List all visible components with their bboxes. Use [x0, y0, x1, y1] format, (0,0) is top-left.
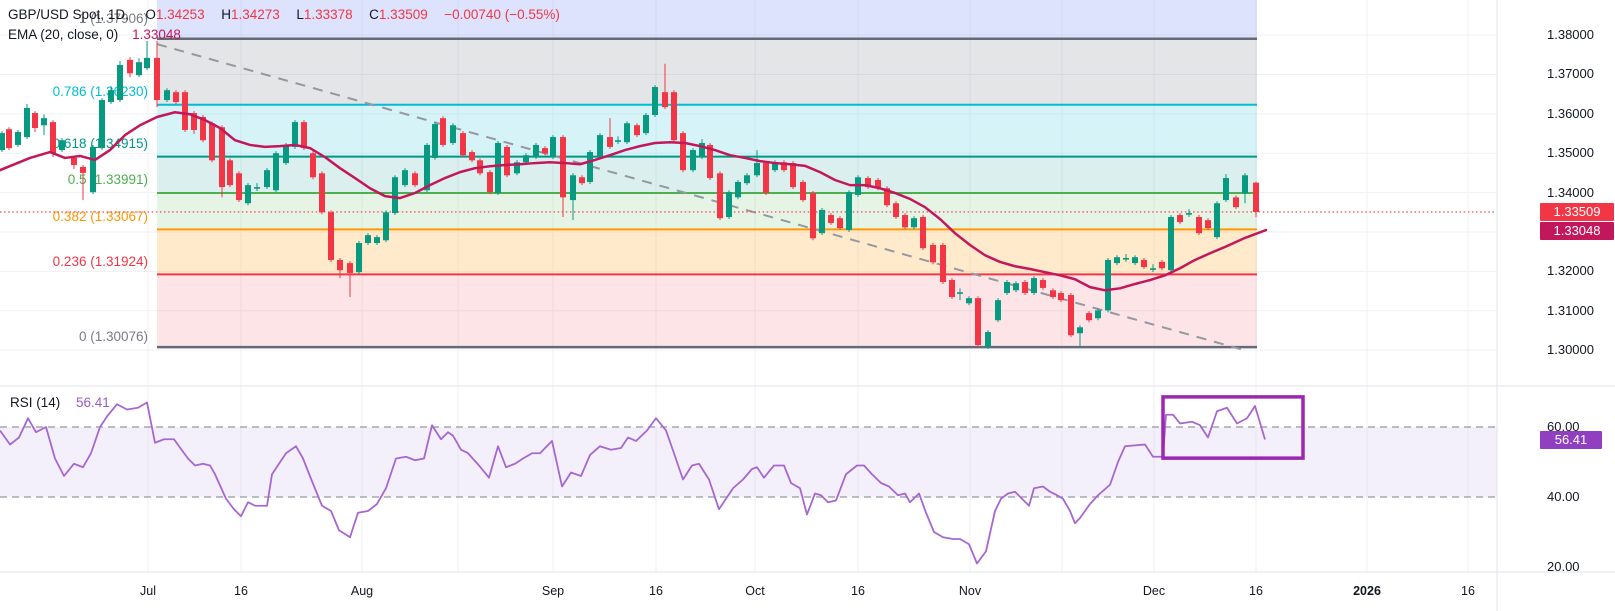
- ohlc-close-value: 1.33509: [378, 7, 428, 22]
- ohlc-high-label: H: [221, 7, 231, 22]
- time-axis-label: Sep: [541, 584, 565, 598]
- time-axis-label: 16: [851, 584, 865, 598]
- ohlc-low-value: 1.33378: [303, 7, 353, 22]
- fib-level-label: 0.382 (1.33067): [52, 209, 148, 224]
- rsi-band-fill: [0, 426, 1497, 497]
- price-axis-label: 1.38000: [1547, 27, 1594, 43]
- interval-label[interactable]: 1D,: [107, 7, 129, 22]
- fib-level-label: 0 (1.30076): [78, 329, 148, 344]
- ohlc-low-label: L: [296, 7, 304, 22]
- fib-level-label: 0.236 (1.31924): [52, 254, 148, 269]
- fib-level-lines[interactable]: [157, 37, 1257, 349]
- time-axis-label: 16: [1249, 584, 1263, 598]
- time-axis-label: Oct: [745, 584, 765, 598]
- ema-value-badge: 1.33048: [1540, 221, 1614, 240]
- change-value: −0.00740 (−0.55%): [444, 7, 560, 22]
- time-axis-label: Nov: [958, 584, 982, 598]
- symbol-title[interactable]: GBP/USD Spot,: [8, 7, 105, 22]
- price-axis-label: 1.30000: [1547, 342, 1594, 358]
- rsi-axis-label: 40.00: [1547, 488, 1580, 504]
- fib-level-label: 1 (1.37906): [78, 11, 148, 26]
- fib-level-label: 0.786 (1.36230): [52, 84, 148, 99]
- ohlc-open-value: 1.34253: [155, 7, 205, 22]
- ema-value: 1.33048: [132, 27, 181, 42]
- ohlc-high-value: 1.34273: [230, 7, 280, 22]
- ema-line[interactable]: [0, 111, 1268, 292]
- rsi-legend[interactable]: RSI (14) 56.41: [10, 395, 110, 410]
- time-axis-label: Aug: [350, 584, 374, 598]
- rsi-value-badge: 56.41: [1540, 430, 1602, 449]
- symbol-legend[interactable]: GBP/USD Spot, 1D, O1.34253 H1.34273 L1.3…: [8, 6, 560, 24]
- price-axis-label: 1.35000: [1547, 145, 1594, 161]
- rsi-label[interactable]: RSI (14): [10, 395, 61, 410]
- ema-label[interactable]: EMA (20, close, 0): [8, 27, 119, 42]
- rsi-axis-label: 20.00: [1547, 558, 1580, 574]
- trendline-annotation[interactable]: [156, 43, 1248, 352]
- time-axis-label: 16: [234, 584, 248, 598]
- ohlc-close-label: C: [369, 7, 379, 22]
- rsi-axis-label: 60.00: [1547, 418, 1580, 434]
- rsi-line[interactable]: [0, 401, 1266, 565]
- price-axis-label: 1.37000: [1547, 66, 1594, 82]
- ema-legend[interactable]: EMA (20, close, 0) 1.33048: [8, 27, 181, 42]
- price-axis-label: 1.32000: [1547, 263, 1594, 279]
- rsi-value: 56.41: [76, 395, 110, 410]
- candlestick-series[interactable]: [0, 40, 1259, 349]
- time-axis-label: Jul: [140, 584, 156, 598]
- ohlc-open-label: O: [145, 7, 156, 22]
- time-axis-label: 16: [649, 584, 663, 598]
- time-axis-label: 2026: [1353, 584, 1381, 598]
- price-axis-label: 1.34000: [1547, 184, 1594, 200]
- last-price-badge: 1.33509: [1540, 202, 1614, 221]
- time-axis-label: Dec: [1142, 584, 1166, 598]
- rsi-rectangle-annotation[interactable]: [1161, 395, 1305, 460]
- price-axis-label: 1.36000: [1547, 105, 1594, 121]
- fib-level-label: 0.5 (1.33991): [67, 172, 148, 187]
- time-axis-label: 16: [1461, 584, 1475, 598]
- price-axis-label: 1.31000: [1547, 302, 1594, 318]
